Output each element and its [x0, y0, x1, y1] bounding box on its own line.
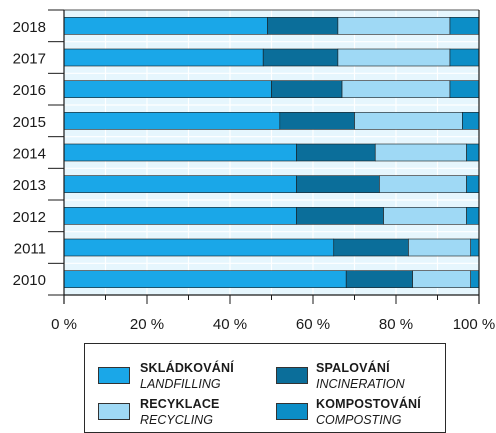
legend-title-incineration: SPALOVÁNÍ [316, 361, 390, 375]
legend-swatch-recycling [98, 403, 130, 420]
x-tick-label: 40 % [213, 316, 247, 333]
year-labels: 2018 2017 2016 2015 2014 2013 2012 2011 2010 [13, 19, 46, 289]
bar-segment-2010-2 [345, 270, 413, 288]
bar-segment-2016-2 [271, 80, 343, 98]
legend-subtitle-recycling: RECYCLING [140, 413, 213, 427]
bar-segment-2016-1 [63, 80, 272, 98]
bar-segment-2015-3 [354, 112, 463, 130]
percent-tick-labels: 0 % 20 % 40 % 60 % 80 % 100 % [51, 316, 495, 333]
bar-segment-2016-3 [341, 80, 451, 98]
x-tick-label: 60 % [296, 316, 330, 333]
bar-segment-2012-1 [63, 207, 297, 225]
year-label-2011: 2011 [14, 241, 46, 258]
year-label-2016: 2016 [13, 82, 46, 99]
bar-segment-2014-4 [466, 143, 480, 162]
bar-segment-2017-4 [449, 48, 480, 67]
legend-swatch-composting [276, 403, 308, 420]
legend-subtitle-landfilling: LANDFILLING [140, 377, 221, 391]
legend: SKLÁDKOVÁNÍ LANDFILLING SPALOVÁNÍ INCINE… [84, 343, 446, 433]
bar-segment-2018-1 [63, 17, 268, 35]
legend-title-landfilling: SKLÁDKOVÁNÍ [140, 361, 234, 375]
bar-segment-2018-2 [267, 17, 339, 35]
year-label-2014: 2014 [13, 146, 46, 163]
bar-segment-2014-1 [63, 143, 297, 162]
bar-segment-2013-3 [379, 175, 467, 193]
bar-segment-2017-3 [337, 48, 451, 67]
x-tick-label: 80 % [379, 316, 413, 333]
bar-segment-2013-4 [466, 175, 480, 193]
year-label-2018: 2018 [13, 19, 46, 36]
bar-segment-2018-3 [337, 17, 451, 35]
bar-segment-2012-4 [466, 207, 480, 225]
year-label-2010: 2010 [13, 272, 46, 289]
bar-segment-2015-1 [63, 112, 281, 130]
bar-segment-2016-4 [449, 80, 480, 98]
bar-segment-2010-4 [470, 270, 480, 288]
bar-segment-2012-3 [383, 207, 467, 225]
bar-segment-2012-2 [296, 207, 384, 225]
bar-segment-2011-1 [63, 238, 335, 257]
year-label-2012: 2012 [13, 209, 46, 226]
bar-segment-2010-3 [412, 270, 472, 288]
bar-segment-2014-3 [374, 143, 467, 162]
bar-segment-2011-3 [408, 238, 472, 257]
year-label-2015: 2015 [13, 114, 46, 131]
bar-segment-2013-2 [296, 175, 380, 193]
bar-segment-2015-2 [279, 112, 355, 130]
year-label-2013: 2013 [13, 177, 46, 194]
bar-segment-2015-4 [462, 112, 480, 130]
legend-swatch-incineration [276, 367, 308, 384]
bar-segment-2011-2 [333, 238, 409, 257]
bar-segment-2013-1 [63, 175, 297, 193]
bar-segment-2018-4 [449, 17, 480, 35]
legend-subtitle-composting: COMPOSTING [316, 413, 402, 427]
bar-segment-2011-4 [470, 238, 480, 257]
legend-title-composting: KOMPOSTOVÁNÍ [316, 397, 421, 411]
x-tick-label: 100 % [453, 316, 496, 333]
x-tick-label: 20 % [130, 316, 164, 333]
bar-segment-2010-1 [63, 270, 347, 288]
bar-segment-2014-2 [296, 143, 376, 162]
bars [63, 17, 480, 288]
legend-subtitle-incineration: INCINERATION [316, 377, 405, 391]
legend-swatch-landfilling [98, 367, 130, 384]
axes [48, 9, 480, 304]
bar-segment-2017-2 [262, 48, 339, 67]
x-tick-label: 0 % [51, 316, 77, 333]
year-label-2017: 2017 [13, 51, 46, 68]
bar-segment-2017-1 [63, 48, 264, 67]
legend-title-recycling: RECYKLACE [140, 397, 220, 411]
stacked-bar-chart: 2018 2017 2016 2015 2014 2013 2012 2011 2010 0 %… [13, 9, 495, 333]
